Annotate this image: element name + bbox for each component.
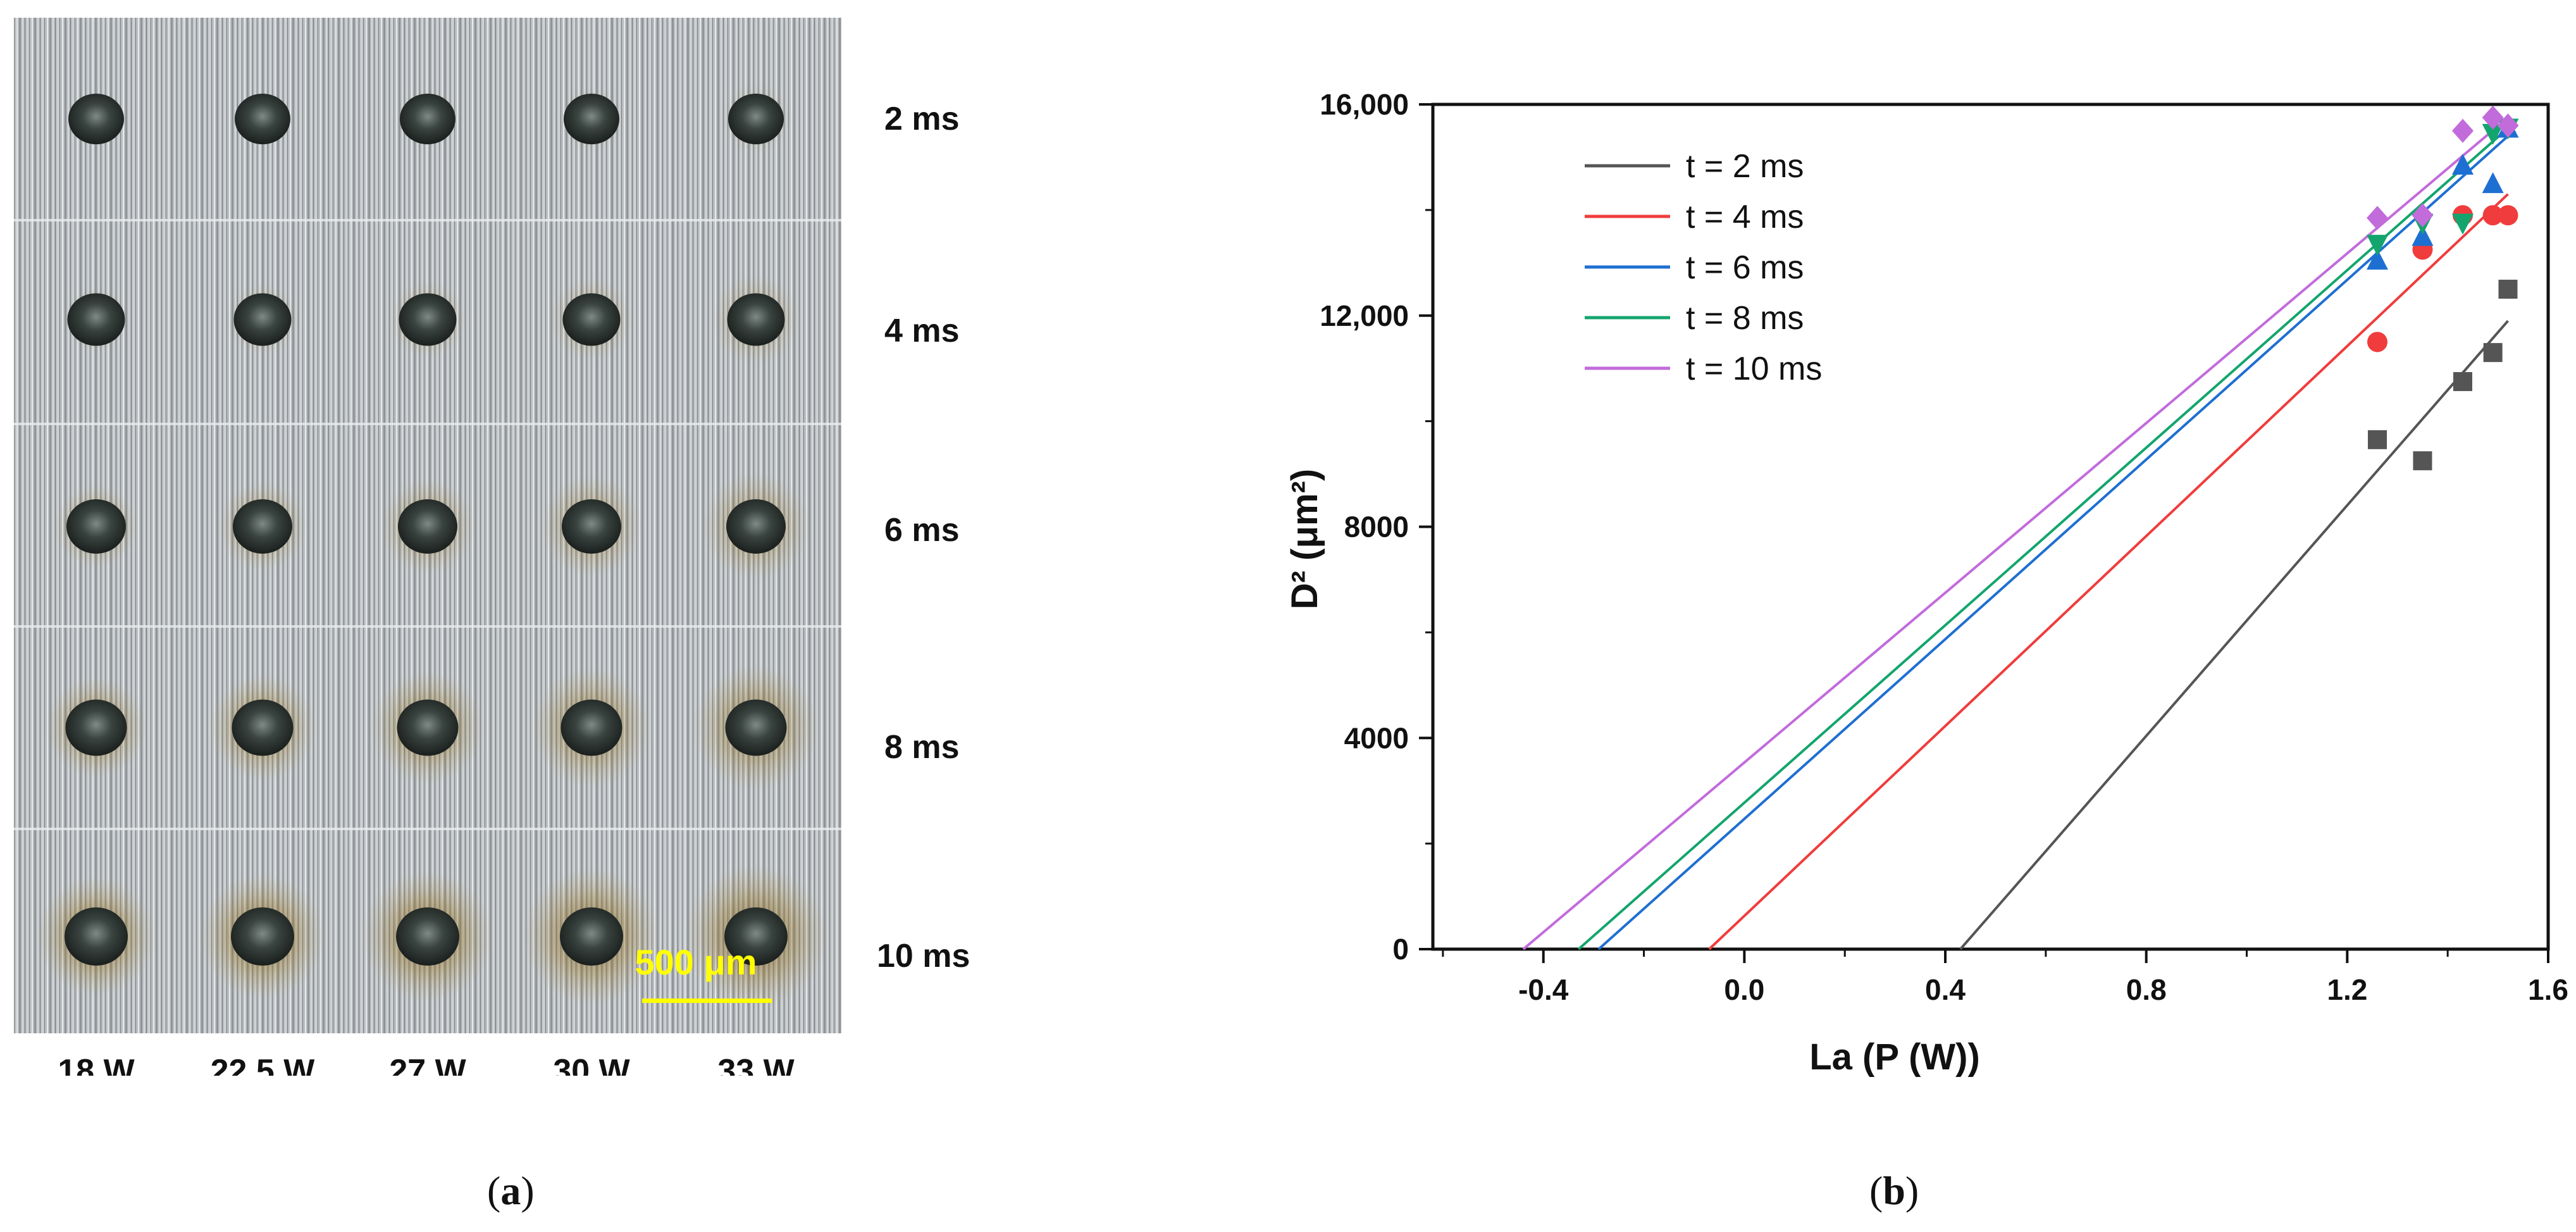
power-label: 30 W	[553, 1053, 630, 1076]
data-point	[2482, 172, 2504, 194]
laser-spot	[560, 699, 622, 756]
laser-spot	[728, 94, 784, 144]
time-label: 2 ms	[884, 101, 960, 137]
row-divider	[14, 423, 841, 425]
data-point	[2366, 249, 2388, 270]
laser-spot	[68, 94, 124, 144]
laser-spot	[67, 293, 125, 346]
power-label: 18 W	[58, 1053, 135, 1076]
laser-spot	[398, 499, 457, 554]
legend-label: t = 6 ms	[1686, 249, 1804, 286]
fit-line	[1959, 320, 2509, 950]
data-point	[2366, 206, 2388, 230]
fit-line	[1708, 193, 2509, 950]
x-tick-label: 1.6	[2528, 973, 2568, 1006]
time-label: 6 ms	[884, 512, 960, 549]
data-point	[2366, 235, 2388, 256]
y-tick-label: 0	[1392, 933, 1409, 966]
data-point	[2483, 343, 2503, 363]
power-labels: 18 W 22.5 W 27 W 30 W 33 W	[58, 1053, 795, 1076]
legend-label: t = 10 ms	[1686, 351, 1822, 387]
laser-spot	[396, 907, 459, 966]
laser-spot	[231, 907, 294, 966]
row-divider	[14, 828, 841, 830]
data-point	[2413, 451, 2432, 471]
x-tick-label: -0.4	[1518, 973, 1569, 1006]
legend-label: t = 4 ms	[1686, 199, 1804, 235]
x-tick-label: 1.2	[2327, 973, 2367, 1006]
laser-spot	[400, 94, 455, 144]
data-point	[2497, 113, 2519, 138]
laser-spot	[399, 293, 457, 346]
power-label: 33 W	[717, 1053, 795, 1076]
laser-spot	[65, 699, 127, 756]
micrograph-grid	[14, 82, 841, 1009]
laser-spot	[397, 699, 459, 756]
fit-lines	[1522, 116, 2509, 950]
micrograph-panel: 18 W 22.5 W 27 W 30 W 33 W 2 ms 4 ms 6 m…	[14, 18, 970, 1076]
data-point	[2482, 205, 2503, 226]
data-point	[2453, 372, 2472, 392]
laser-spot	[233, 293, 292, 346]
data-markers	[2366, 105, 2519, 471]
laser-spot	[562, 499, 621, 554]
laser-spot	[235, 94, 290, 144]
fit-line	[1522, 116, 2509, 950]
y-axis-ticks: 0 4000 8000 12,000 16,000	[1320, 88, 1433, 966]
data-point	[2451, 153, 2474, 175]
fit-line	[1577, 127, 2509, 950]
row-divider	[14, 219, 841, 221]
data-point	[2482, 105, 2504, 130]
data-point	[2482, 123, 2504, 145]
power-label: 27 W	[389, 1053, 466, 1076]
fit-line	[1597, 135, 2509, 950]
plot-frame	[1431, 103, 2550, 951]
y-tick-label: 16,000	[1320, 88, 1409, 121]
laser-spot	[726, 499, 786, 554]
x-axis-title: La (P (W))	[1809, 1036, 1980, 1078]
laser-spot	[66, 499, 126, 554]
data-point	[2451, 213, 2474, 235]
panel-a-caption: (a)	[487, 1168, 535, 1213]
laser-spot	[232, 699, 294, 756]
y-tick-label: 8000	[1344, 511, 1409, 544]
data-point	[2412, 225, 2434, 246]
legend-label: t = 8 ms	[1686, 300, 1804, 337]
laser-spot	[727, 293, 785, 346]
laser-spot	[233, 499, 292, 554]
time-labels: 2 ms 4 ms 6 ms 8 ms 10 ms	[877, 101, 970, 974]
y-tick-label: 4000	[1344, 721, 1409, 754]
laser-spot	[724, 907, 788, 966]
laser-spot	[560, 907, 623, 966]
scale-bar-label: 500 μm	[635, 942, 757, 982]
data-point	[2498, 205, 2518, 226]
time-label: 10 ms	[877, 938, 970, 974]
data-point	[2498, 280, 2518, 299]
data-point	[2367, 332, 2387, 352]
scale-bar-line	[642, 999, 772, 1003]
scale-bar: 500 μm	[635, 942, 772, 1003]
x-tick-label: 0.0	[1724, 973, 1764, 1006]
legend-label: t = 2 ms	[1686, 148, 1804, 185]
x-axis-ticks: -0.4 0.0 0.4 0.8 1.2 1.6	[1442, 949, 2568, 1006]
data-point	[2412, 203, 2434, 228]
data-point	[2367, 430, 2387, 449]
power-label: 22.5 W	[211, 1053, 316, 1076]
panel-b-caption: (b)	[1869, 1168, 1919, 1213]
x-tick-label: 0.8	[2126, 973, 2167, 1006]
laser-spot	[65, 907, 128, 966]
y-axis-title: D² (μm²)	[1284, 469, 1325, 609]
laser-spot	[562, 293, 621, 346]
data-point	[2451, 118, 2474, 143]
row-divider	[14, 625, 841, 628]
time-label: 8 ms	[884, 729, 960, 766]
laser-spot	[725, 699, 787, 756]
y-tick-label: 12,000	[1320, 299, 1409, 332]
x-tick-label: 0.4	[1925, 973, 1966, 1006]
legend: t = 2 ms t = 4 ms t = 6 ms t = 8 ms t = 10 m…	[1585, 148, 1822, 387]
time-label: 4 ms	[884, 313, 960, 349]
laser-spot	[564, 94, 619, 144]
